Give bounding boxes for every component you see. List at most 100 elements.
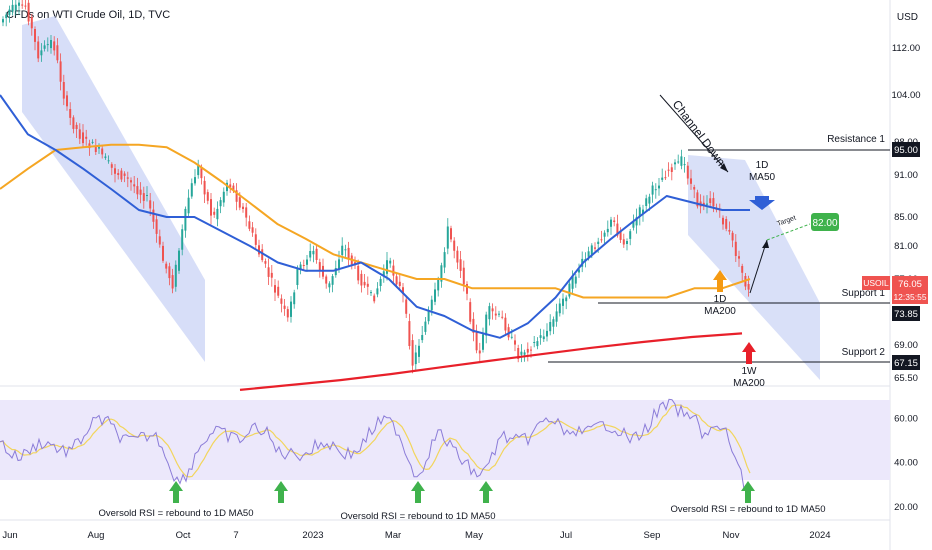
candle-body (453, 240, 456, 251)
candle-body (658, 185, 660, 189)
ma200-1d-line (0, 143, 751, 299)
candle-body (392, 265, 395, 276)
ma50-label-1: 1D (756, 160, 769, 171)
candle-body (437, 279, 440, 291)
candle-body (190, 183, 193, 197)
candle-body (616, 223, 619, 236)
candle-body (274, 285, 276, 293)
candle-body (245, 207, 248, 218)
price-tick: 112.00 (892, 43, 920, 54)
candle-body (18, 2, 20, 6)
candle-body (728, 230, 731, 232)
price-tick: 69.00 (894, 340, 918, 351)
candle-body (72, 117, 75, 129)
candle-body (421, 335, 424, 341)
candle-body (306, 259, 308, 265)
time-tick: 7 (233, 530, 238, 541)
candle-body (21, 4, 24, 6)
candle-body (270, 272, 273, 278)
candle-body (619, 230, 622, 240)
candle-body (203, 180, 206, 195)
candle-body (194, 177, 196, 184)
candle-body (411, 340, 414, 366)
time-axis-ticks[interactable]: Jun Aug Oct 7 2023 Mar May Jul Sep Nov 2024 (2, 530, 830, 541)
target-value: 82.00 (812, 218, 837, 229)
candle-body (408, 321, 411, 346)
candle-body (686, 165, 689, 179)
candle-body (731, 232, 734, 241)
candle-body (366, 283, 369, 287)
candle-body (549, 322, 552, 332)
ma200w-up-arrow-icon (742, 342, 756, 364)
candle-body (405, 299, 408, 314)
candle-body (523, 352, 526, 355)
chart-title: CFDs on WTI Crude Oil, 1D, TVC (6, 9, 171, 21)
candle-body (376, 288, 379, 295)
candle-body (696, 192, 699, 207)
candle-body (456, 250, 459, 263)
candle-body (370, 292, 372, 294)
rsi-axis-ticks[interactable]: 60.00 40.00 20.00 (894, 413, 918, 512)
candle-body (146, 195, 148, 196)
candle-body (530, 349, 532, 351)
rsi-note-3: Oversold RSI = rebound to 1D MA50 (671, 504, 826, 515)
candle-body (674, 162, 676, 165)
candle-body (539, 335, 542, 338)
candle-body (136, 186, 139, 195)
candle-body (472, 318, 475, 333)
candle-body (478, 350, 481, 354)
price-tick: 104.00 (891, 90, 920, 101)
candle-body (504, 317, 507, 331)
candle-body (398, 281, 401, 286)
candle-body (360, 273, 363, 286)
candle-body (24, 5, 27, 7)
candle-body (213, 211, 216, 215)
ma50-down-arrow-icon (749, 196, 775, 210)
candle-body (117, 173, 120, 175)
candle-body (46, 44, 49, 46)
candle-body (680, 156, 683, 166)
candle-body (219, 200, 222, 207)
moving-averages (0, 94, 751, 391)
candle-body (133, 184, 136, 187)
ma200-label-2: MA200 (704, 306, 736, 317)
candle-body (318, 262, 321, 271)
resistance1-label: Resistance 1 (827, 134, 885, 145)
candle-body (34, 29, 36, 42)
candle-body (622, 239, 625, 245)
time-tick: Oct (176, 530, 191, 541)
candle-body (302, 265, 305, 266)
buy-arrow-icon (479, 481, 493, 503)
candle-body (629, 231, 632, 239)
candle-body (315, 248, 318, 260)
candle-body (469, 302, 472, 322)
candle-body (632, 221, 635, 228)
candle-body (56, 45, 59, 61)
candle-body (91, 141, 94, 143)
candle-body (712, 198, 715, 207)
candle-body (242, 206, 244, 209)
candle-body (114, 168, 116, 174)
candle-body (232, 185, 235, 191)
candle-body (27, 2, 30, 22)
candle-body (664, 177, 667, 179)
candle-body (574, 276, 577, 284)
candle-body (546, 330, 548, 337)
candle-body (430, 299, 433, 311)
candle-body (254, 234, 257, 245)
candle-body (555, 311, 558, 322)
candle-body (571, 275, 574, 289)
candle-body (562, 298, 564, 306)
time-tick: Nov (723, 530, 740, 541)
buy-arrow-icon (274, 481, 288, 503)
candle-body (168, 266, 171, 279)
price-axis-ticks[interactable]: 112.00104.0098.0091.0085.0081.0077.0073.… (891, 43, 920, 384)
candle-body (395, 276, 398, 285)
ma200-up-arrow-icon (713, 270, 727, 292)
candle-body (542, 336, 545, 340)
candle-body (235, 190, 238, 202)
candle-body (494, 313, 497, 316)
candle-body (738, 256, 740, 259)
candle-body (69, 109, 72, 118)
